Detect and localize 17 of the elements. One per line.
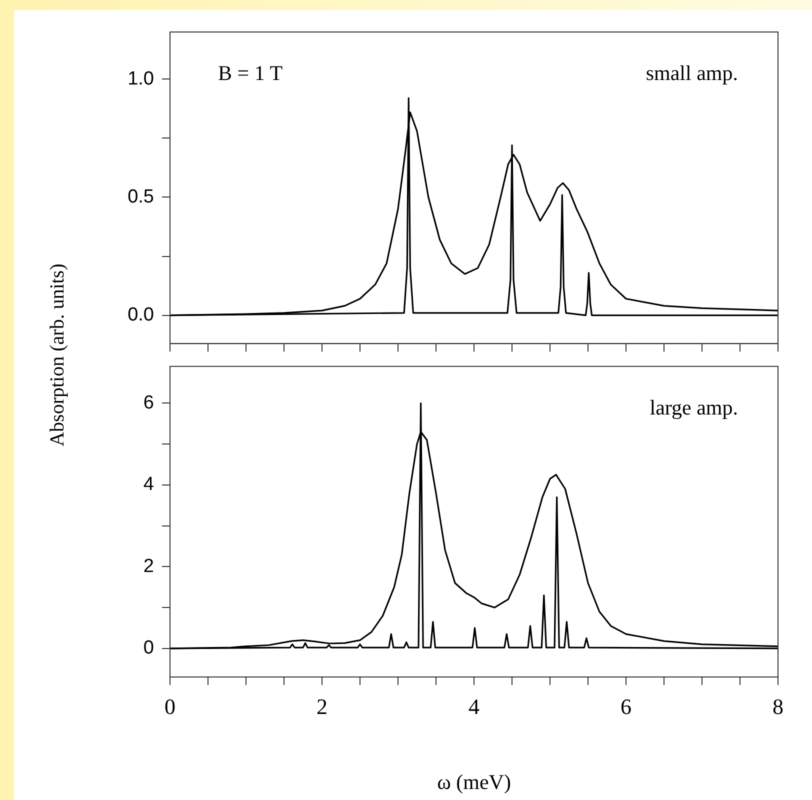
y-axis-title: Absorption (arb. units) xyxy=(46,264,70,446)
y-tick-label: 0 xyxy=(143,638,154,659)
x-tick-label: 6 xyxy=(620,694,632,719)
x-tick-label: 4 xyxy=(468,694,480,719)
x-tick-label: 2 xyxy=(316,694,328,719)
annotation: B = 1 T xyxy=(218,61,283,86)
annotation: small amp. xyxy=(646,61,738,86)
x-tick-label: 0 xyxy=(164,694,176,719)
y-tick-label: 4 xyxy=(143,474,154,496)
annotation: large amp. xyxy=(650,395,738,420)
y-tick-label: 1.0 xyxy=(128,68,154,90)
y-tick-label: 6 xyxy=(143,392,154,414)
x-tick-label: 8 xyxy=(772,694,784,719)
y-tick-label: 0.5 xyxy=(128,186,154,208)
y-tick-label: 2 xyxy=(143,556,154,577)
x-axis-title: ω (meV) xyxy=(437,770,511,794)
y-tick-label: 0.0 xyxy=(128,304,154,326)
